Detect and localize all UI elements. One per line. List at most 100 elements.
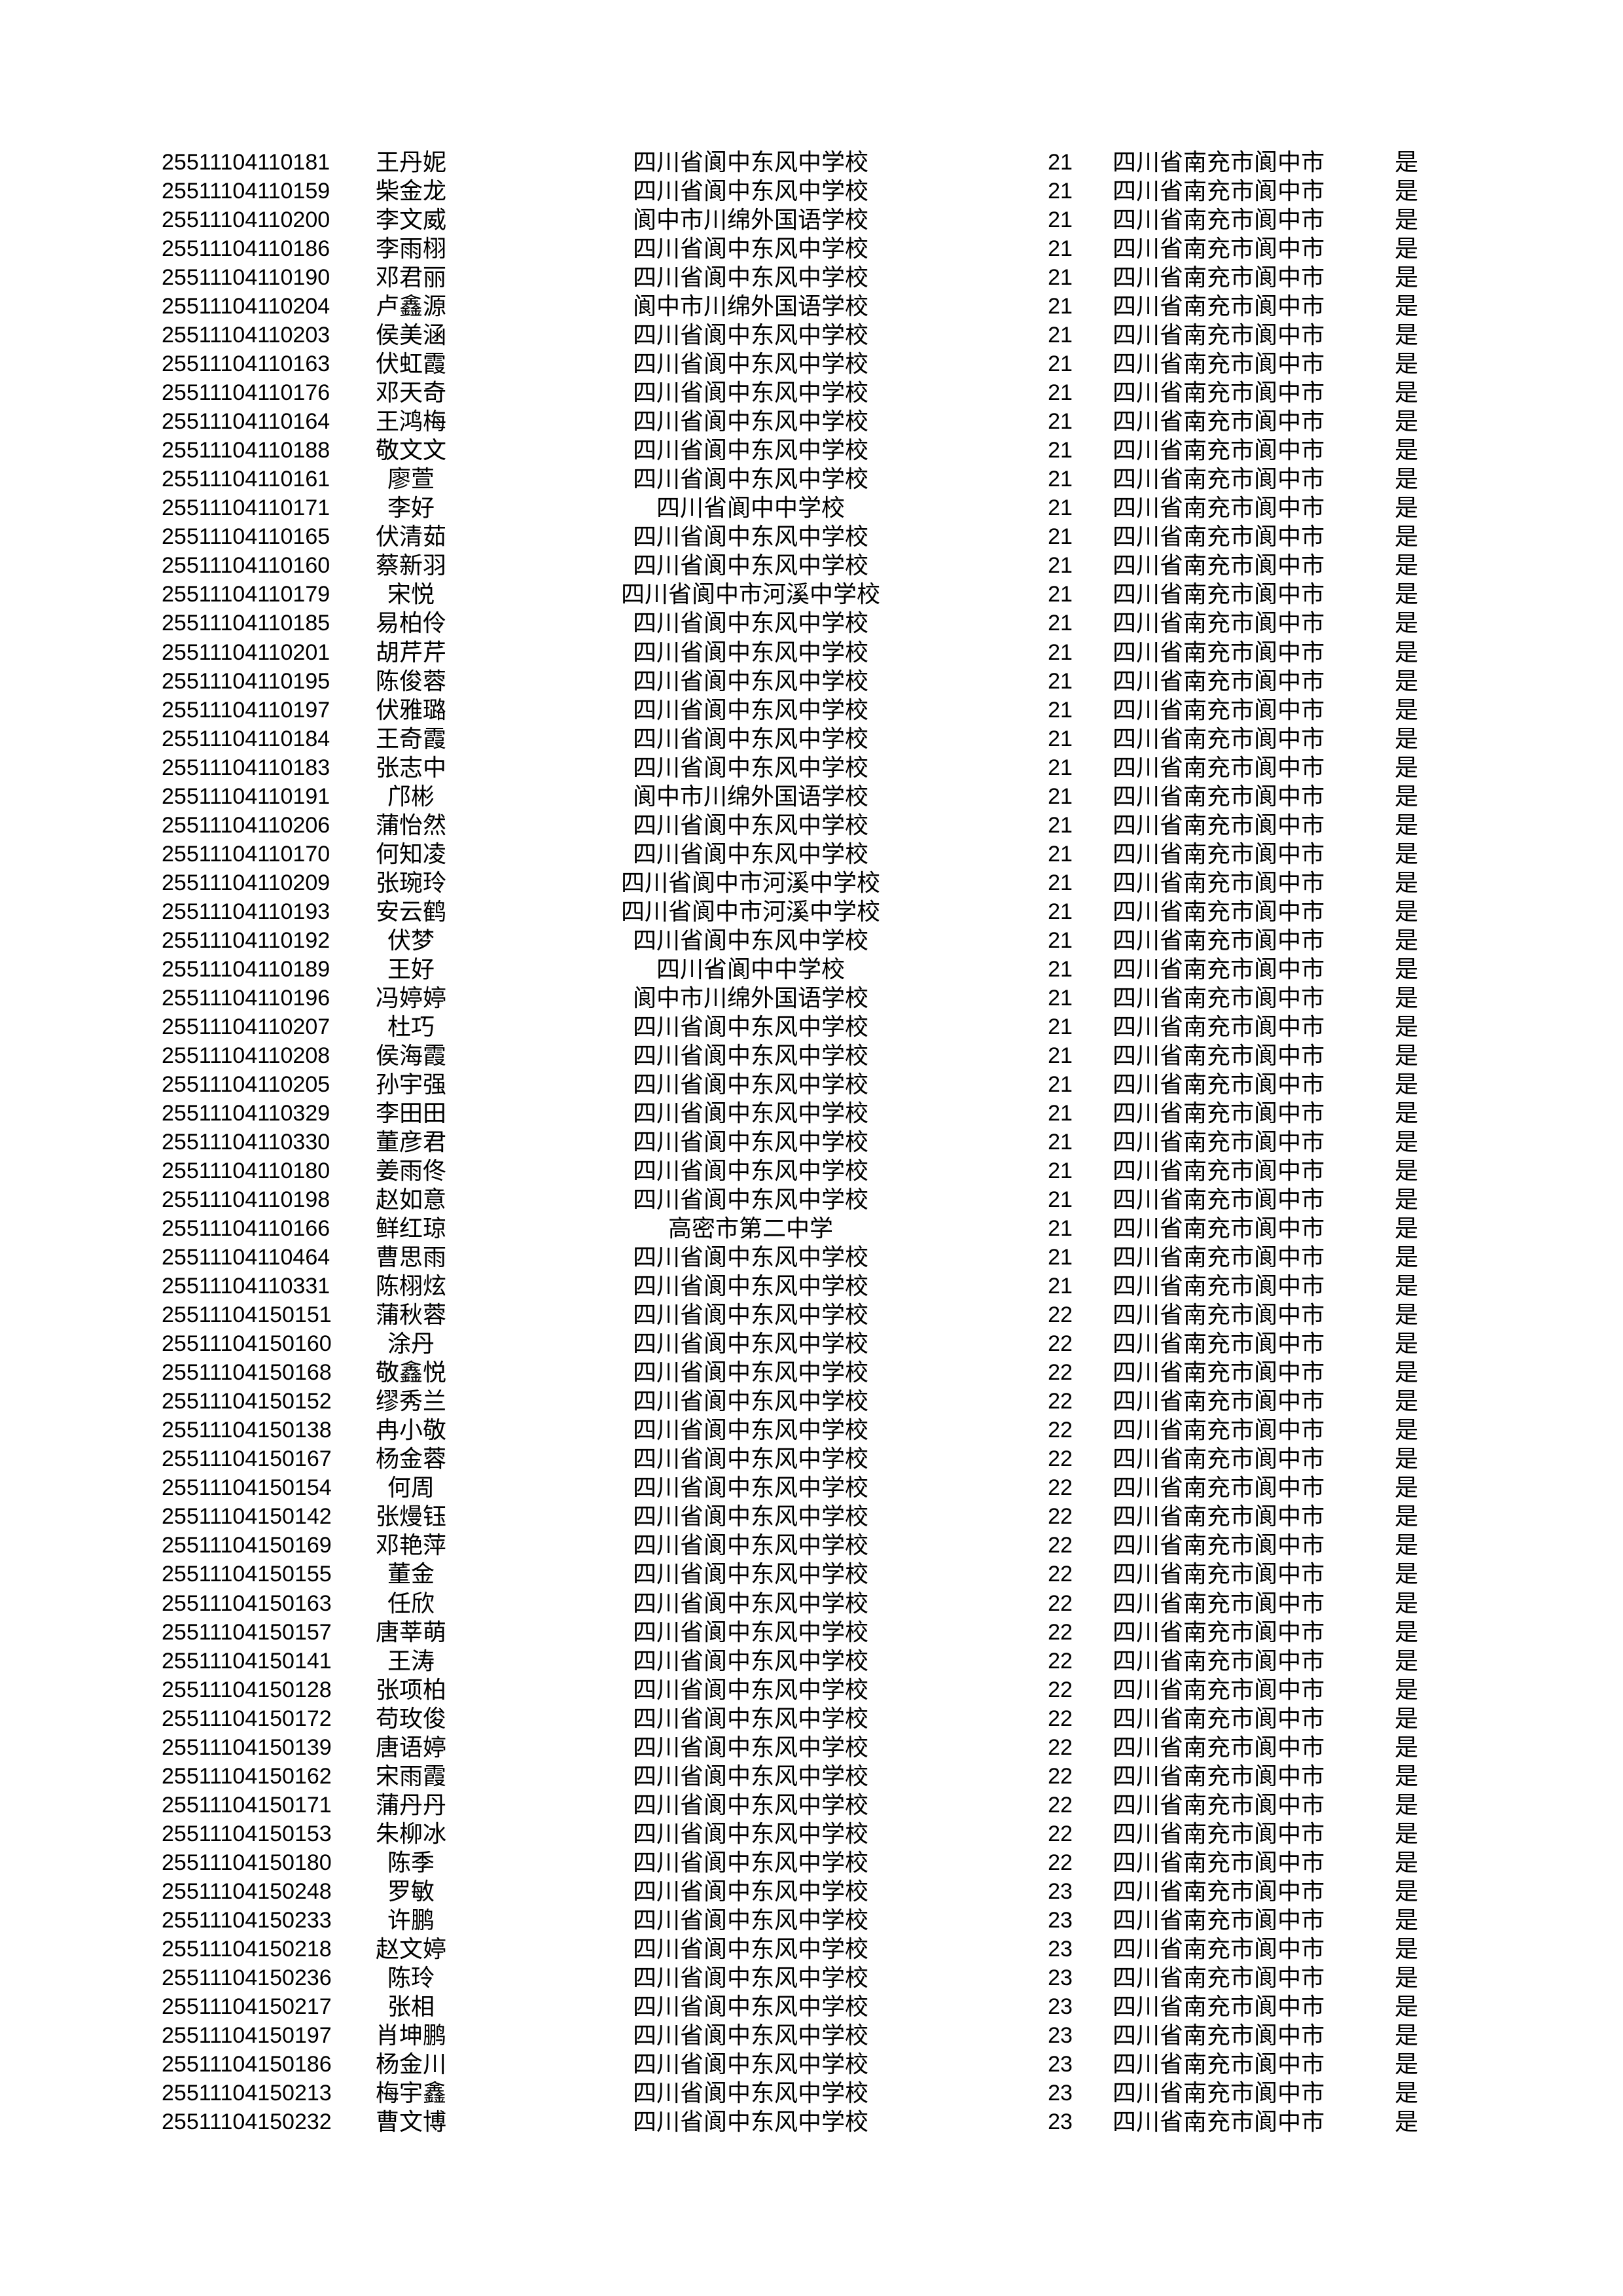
table-row: 25511104150248 罗敏 四川省阆中东风中学校 23 四川省南充市阆中市 是 xyxy=(0,1877,1623,1906)
region-cell: 四川省南充市阆中市 xyxy=(1112,552,1325,579)
school-cell: 四川省阆中东风中学校 xyxy=(632,1359,868,1386)
group-number-cell: 22 xyxy=(1048,1734,1073,1760)
confirm-cell: 是 xyxy=(1394,2109,1418,2136)
table-row: 25511104110184 王奇霞 四川省阆中东风中学校 21 四川省南充市阆中市 是 xyxy=(0,725,1623,753)
name-cell: 肖坤鹏 xyxy=(375,2022,446,2049)
region-cell: 四川省南充市阆中市 xyxy=(1112,1244,1325,1271)
table-row: 25511104110208 侯海霞 四川省阆中东风中学校 21 四川省南充市阆中市 是 xyxy=(0,1041,1623,1070)
school-cell: 四川省阆中东风中学校 xyxy=(632,1964,868,1991)
region-cell: 四川省南充市阆中市 xyxy=(1112,1417,1325,1444)
table-row: 25511104150168 敬鑫悦 四川省阆中东风中学校 22 四川省南充市阆中市 是 xyxy=(0,1358,1623,1387)
group-number-cell: 21 xyxy=(1048,351,1073,377)
name-cell: 柴金龙 xyxy=(375,178,446,205)
exam-id-cell: 25511104150169 xyxy=(162,1533,332,1558)
exam-id-cell: 25511104150218 xyxy=(162,1936,332,1962)
region-cell: 四川省南充市阆中市 xyxy=(1112,754,1325,781)
region-cell: 四川省南充市阆中市 xyxy=(1112,1676,1325,1703)
region-cell: 四川省南充市阆中市 xyxy=(1112,1446,1325,1473)
exam-id-cell: 25511104110159 xyxy=(162,179,330,204)
group-number-cell: 21 xyxy=(1048,1130,1073,1155)
region-cell: 四川省南充市阆中市 xyxy=(1112,1705,1325,1732)
region-cell: 四川省南充市阆中市 xyxy=(1112,1129,1325,1156)
confirm-cell: 是 xyxy=(1394,1619,1418,1645)
school-cell: 四川省阆中市河溪中学校 xyxy=(620,869,880,896)
name-cell: 杨金川 xyxy=(375,2051,446,2077)
school-cell: 四川省阆中东风中学校 xyxy=(632,1331,868,1357)
exam-id-cell: 25511104110188 xyxy=(162,438,330,463)
region-cell: 四川省南充市阆中市 xyxy=(1112,1935,1325,1962)
region-cell: 四川省南充市阆中市 xyxy=(1112,2109,1325,2136)
region-cell: 四川省南充市阆中市 xyxy=(1112,610,1325,637)
name-cell: 廖萱 xyxy=(387,466,435,493)
region-cell: 四川省南充市阆中市 xyxy=(1112,1331,1325,1357)
group-number-cell: 21 xyxy=(1048,323,1073,348)
exam-id-cell: 25511104110190 xyxy=(162,265,330,291)
group-number-cell: 21 xyxy=(1048,553,1073,579)
group-number-cell: 21 xyxy=(1048,1100,1073,1126)
name-cell: 李雨栩 xyxy=(375,236,446,262)
table-row: 25511104110159 柴金龙 四川省阆中东风中学校 21 四川省南充市阆中市 是 xyxy=(0,177,1623,206)
confirm-cell: 是 xyxy=(1394,1100,1418,1126)
exam-id-cell: 25511104110208 xyxy=(162,1043,330,1068)
confirm-cell: 是 xyxy=(1394,1791,1418,1818)
school-cell: 四川省阆中东风中学校 xyxy=(632,1820,868,1847)
exam-id-cell: 25511104110160 xyxy=(162,553,330,579)
exam-id-cell: 25511104150152 xyxy=(162,1389,332,1414)
region-cell: 四川省南充市阆中市 xyxy=(1112,1503,1325,1530)
region-cell: 四川省南充市阆中市 xyxy=(1112,351,1325,378)
region-cell: 四川省南充市阆中市 xyxy=(1112,293,1325,320)
confirm-cell: 是 xyxy=(1394,322,1418,349)
table-row: 25511104110198 赵如意 四川省阆中东风中学校 21 四川省南充市阆中市 是 xyxy=(0,1185,1623,1214)
region-cell: 四川省南充市阆中市 xyxy=(1112,236,1325,262)
group-number-cell: 21 xyxy=(1048,841,1073,867)
table-row: 25511104110163 伏虹霞 四川省阆中东风中学校 21 四川省南充市阆中市 是 xyxy=(0,350,1623,378)
name-cell: 陈玲 xyxy=(387,1964,435,1991)
group-number-cell: 21 xyxy=(1048,639,1073,665)
school-cell: 四川省阆中东风中学校 xyxy=(632,1561,868,1588)
name-cell: 罗敏 xyxy=(387,1878,435,1905)
table-row: 25511104150236 陈玲 四川省阆中东风中学校 23 四川省南充市阆中市 是 xyxy=(0,1964,1623,1992)
group-number-cell: 22 xyxy=(1048,1648,1073,1674)
name-cell: 侯海霞 xyxy=(375,1042,446,1069)
school-cell: 四川省阆中东风中学校 xyxy=(632,1129,868,1156)
confirm-cell: 是 xyxy=(1394,581,1418,608)
table-row: 25511104150180 陈季 四川省阆中东风中学校 22 四川省南充市阆中市 是 xyxy=(0,1848,1623,1877)
name-cell: 孙宇强 xyxy=(375,1071,446,1098)
confirm-cell: 是 xyxy=(1394,610,1418,637)
group-number-cell: 22 xyxy=(1048,1619,1073,1645)
exam-id-cell: 25511104110207 xyxy=(162,1014,330,1039)
confirm-cell: 是 xyxy=(1394,956,1418,982)
exam-id-cell: 25511104110161 xyxy=(162,467,330,492)
school-cell: 四川省阆中东风中学校 xyxy=(632,1935,868,1962)
table-row: 25511104110176 邓天奇 四川省阆中东风中学校 21 四川省南充市阆中市 是 xyxy=(0,378,1623,407)
school-cell: 高密市第二中学 xyxy=(668,1215,833,1242)
region-cell: 四川省南充市阆中市 xyxy=(1112,1158,1325,1185)
confirm-cell: 是 xyxy=(1394,1244,1418,1271)
table-row: 25511104150232 曹文博 四川省阆中东风中学校 23 四川省南充市阆中市 是 xyxy=(0,2108,1623,2136)
school-cell: 四川省阆中东风中学校 xyxy=(632,927,868,954)
group-number-cell: 21 xyxy=(1048,495,1073,521)
exam-id-cell: 25511104110164 xyxy=(162,409,330,435)
group-number-cell: 21 xyxy=(1048,611,1073,636)
confirm-cell: 是 xyxy=(1394,812,1418,838)
table-row: 25511104110204 卢鑫源 阆中市川绵外国语学校 21 四川省南充市阆中市 是 xyxy=(0,292,1623,321)
exam-id-cell: 25511104150197 xyxy=(162,2022,332,2048)
name-cell: 张志中 xyxy=(375,754,446,781)
region-cell: 四川省南充市阆中市 xyxy=(1112,1042,1325,1069)
name-cell: 许鹏 xyxy=(387,1907,435,1933)
school-cell: 阆中市川绵外国语学校 xyxy=(632,207,868,234)
name-cell: 王奇霞 xyxy=(375,725,446,752)
name-cell: 蔡新羽 xyxy=(375,552,446,579)
region-cell: 四川省南充市阆中市 xyxy=(1112,1215,1325,1242)
name-cell: 冉小敬 xyxy=(375,1417,446,1444)
table-row: 25511104150163 任欣 四川省阆中东风中学校 22 四川省南充市阆中市 是 xyxy=(0,1589,1623,1618)
exam-id-cell: 25511104150163 xyxy=(162,1590,332,1616)
name-cell: 朱柳冰 xyxy=(375,1820,446,1847)
school-cell: 四川省阆中东风中学校 xyxy=(632,1763,868,1789)
exam-id-cell: 25511104150160 xyxy=(162,1331,332,1357)
table-row: 25511104110190 邓君丽 四川省阆中东风中学校 21 四川省南充市阆中市 是 xyxy=(0,263,1623,292)
name-cell: 宋悦 xyxy=(387,581,435,608)
group-number-cell: 21 xyxy=(1048,1274,1073,1299)
